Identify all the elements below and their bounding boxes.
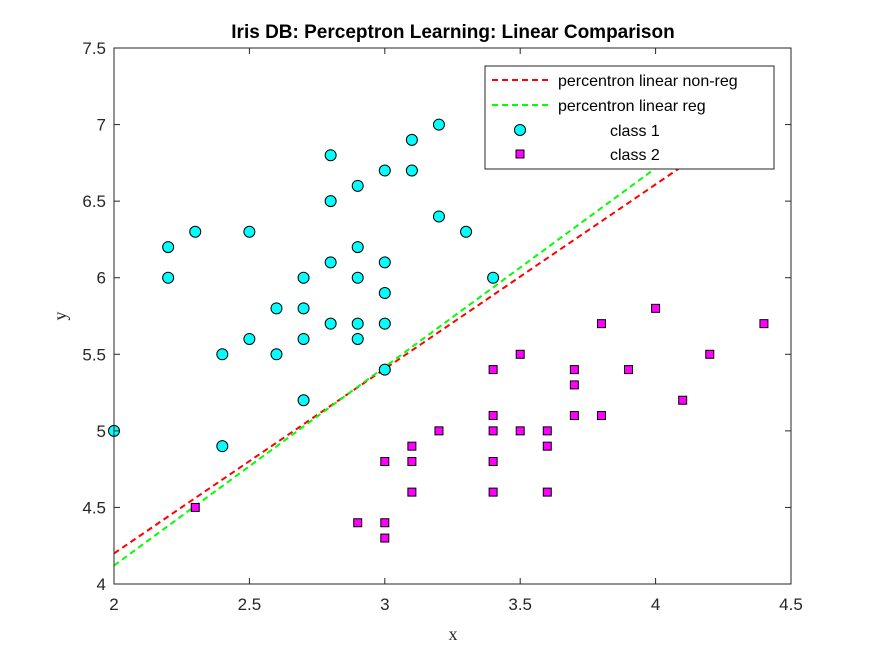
class-2-point <box>515 426 525 436</box>
class-1-point <box>162 271 175 284</box>
class-1-point <box>405 133 418 146</box>
y-tick-label: 5.5 <box>82 345 106 364</box>
chart-title: Iris DB: Perceptron Learning: Linear Com… <box>231 22 674 43</box>
legend-entry-label: percentron linear non-reg <box>558 73 738 90</box>
class-2-point <box>596 319 606 329</box>
class-2-point <box>488 365 498 375</box>
class-1-point <box>162 241 175 254</box>
class-1-point <box>378 164 391 177</box>
class-2-point <box>542 426 552 436</box>
class-1-point <box>378 363 391 376</box>
class-1-point <box>270 348 283 361</box>
class-1-point <box>297 271 310 284</box>
legend-marker-class-1 <box>514 124 526 136</box>
class-1-point <box>216 440 229 453</box>
x-tick-label: 2.5 <box>238 595 262 614</box>
class-1-point <box>324 256 337 269</box>
ticks-layer: 2 2.5 3 3.5 4 4.5 4 4.5 5 5.5 6 6.5 7 7.5 <box>82 39 802 614</box>
class-2-point <box>407 487 417 497</box>
y-tick-label: 6.5 <box>82 192 106 211</box>
x-tick-label: 3 <box>380 595 389 614</box>
class-1-point <box>378 256 391 269</box>
class-2-point <box>488 487 498 497</box>
class-1-point <box>432 118 445 131</box>
class-2-point <box>569 365 579 375</box>
y-tick-label: 7.5 <box>82 39 106 58</box>
class-2-point <box>569 380 579 390</box>
class-2-point <box>705 349 715 359</box>
fit-line-2 <box>114 157 670 567</box>
axes-box <box>113 47 792 585</box>
legend: percentron linear non-reg percentron line… <box>484 65 775 170</box>
class-1-point <box>216 348 229 361</box>
class-2-point <box>542 441 552 451</box>
class-2-point <box>488 426 498 436</box>
legend-marker-class-2 <box>515 149 525 159</box>
class-1-point <box>351 332 364 345</box>
class-2-point <box>380 456 390 466</box>
class-1-point <box>487 271 500 284</box>
class-2-point <box>488 456 498 466</box>
legend-entry-label: class 2 <box>610 147 660 164</box>
class-2-point <box>569 411 579 421</box>
axes-layer <box>113 47 792 585</box>
class-1-point <box>189 225 202 238</box>
points-layer <box>108 118 769 543</box>
class-1-point <box>324 195 337 208</box>
class-1-point <box>351 241 364 254</box>
class-1-point <box>378 287 391 300</box>
class-1-point <box>460 225 473 238</box>
legend-entry-label: percentron linear reg <box>558 98 706 115</box>
class-1-point <box>432 210 445 223</box>
class-1-point <box>243 332 256 345</box>
class-2-point <box>380 533 390 543</box>
x-tick-label: 4 <box>651 595 660 614</box>
class-2-point <box>434 426 444 436</box>
class-1-point <box>297 394 310 407</box>
class-1-point <box>351 179 364 192</box>
class-2-point <box>380 518 390 528</box>
class-1-point <box>297 332 310 345</box>
class-1-point <box>270 302 283 315</box>
class-1-point <box>351 317 364 330</box>
class-2-point <box>407 441 417 451</box>
y-axis-label: y <box>50 312 70 321</box>
class-2-point <box>407 456 417 466</box>
x-axis-label: x <box>449 624 458 644</box>
class-2-point <box>624 365 634 375</box>
fit-line-1 <box>114 165 684 555</box>
y-tick-label: 5 <box>97 422 106 441</box>
class-1-point <box>243 225 256 238</box>
legend-entry-label: class 1 <box>610 123 660 140</box>
y-tick-label: 6 <box>97 269 106 288</box>
y-tick-label: 4 <box>97 575 106 594</box>
class-2-point <box>759 319 769 329</box>
class-1-point <box>324 149 337 162</box>
class-1-point <box>324 317 337 330</box>
y-tick-label: 4.5 <box>82 498 106 517</box>
x-tick-label: 4.5 <box>779 595 803 614</box>
class-2-point <box>488 411 498 421</box>
class-1-point <box>378 317 391 330</box>
class-2-point <box>678 395 688 405</box>
class-2-point <box>542 487 552 497</box>
class-2-point <box>596 411 606 421</box>
class-1-point <box>405 164 418 177</box>
lines-layer <box>114 157 684 567</box>
class-2-point <box>515 349 525 359</box>
class-2-point <box>353 518 363 528</box>
class-1-point <box>297 302 310 315</box>
y-tick-label: 7 <box>97 116 106 135</box>
legend-box <box>484 65 775 170</box>
class-2-point <box>651 303 661 313</box>
x-tick-label: 2 <box>109 595 118 614</box>
class-2-point <box>190 502 200 512</box>
class-1-point <box>351 271 364 284</box>
x-tick-label: 3.5 <box>508 595 532 614</box>
